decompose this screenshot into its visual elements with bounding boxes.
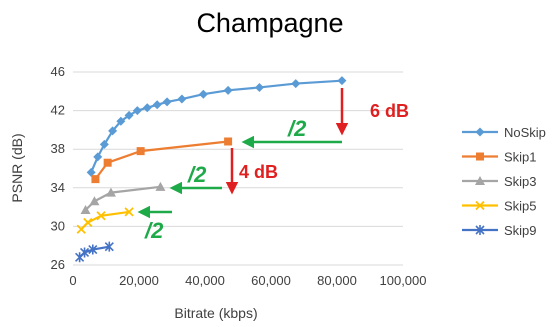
data-point-noskip	[162, 97, 172, 107]
legend-item-noskip: NoSkip	[462, 125, 546, 140]
series-line-noskip	[90, 79, 343, 173]
annotation-half-1: /2	[287, 116, 307, 141]
data-point-noskip	[124, 110, 134, 120]
x-axis-ticks: 0 20,000 40,000 60,000 80,000 100,000	[69, 273, 426, 288]
series-line-skip1	[94, 140, 229, 180]
data-point-skip9	[88, 244, 98, 255]
legend-label-skip1: Skip1	[504, 150, 537, 165]
annotation-half-2: /2	[187, 162, 207, 187]
legend-marker-skip9	[475, 225, 485, 235]
chart-title: Champagne	[196, 8, 343, 38]
legend-item-skip9: Skip9	[462, 223, 537, 238]
data-point-noskip	[337, 76, 347, 86]
series-skip5	[76, 207, 134, 234]
gridlines	[73, 71, 403, 266]
annotation-6db: 6 dB	[370, 101, 409, 121]
data-point-noskip	[142, 103, 152, 113]
data-point-skip3	[89, 196, 100, 206]
series-skip9	[75, 241, 114, 263]
y-tick-label: 42	[51, 103, 65, 118]
data-point-noskip	[116, 116, 126, 126]
data-point-skip9	[79, 247, 90, 258]
data-point-skip1	[103, 158, 112, 167]
data-point-skip5	[83, 217, 93, 228]
legend-label-skip3: Skip3	[504, 174, 537, 189]
legend-label-noskip: NoSkip	[504, 125, 546, 140]
y-tick-label: 34	[51, 180, 65, 195]
legend-marker-noskip	[475, 127, 485, 137]
data-point-noskip	[254, 82, 264, 92]
data-point-skip3	[80, 204, 91, 214]
series-skip3	[80, 181, 166, 214]
y-axis-label: PSNR (dB)	[9, 133, 25, 202]
annotations: 6 dB 4 dB /2 /2 /2	[137, 88, 409, 243]
series-noskip	[86, 76, 347, 177]
y-tick-label: 38	[51, 141, 65, 156]
x-axis-label: Bitrate (kbps)	[174, 305, 257, 321]
legend-marker-skip1	[476, 152, 484, 161]
data-point-skip1	[136, 147, 145, 156]
data-point-noskip	[152, 100, 162, 110]
series-skip1	[91, 137, 233, 184]
y-axis-ticks: 26 30 34 38 42 46	[51, 64, 65, 272]
data-point-skip1	[91, 175, 100, 184]
data-point-skip1	[224, 137, 233, 146]
data-point-skip3	[155, 181, 166, 191]
data-point-noskip	[86, 167, 96, 177]
data-point-skip9	[104, 241, 114, 252]
data-point-noskip	[223, 85, 233, 95]
legend-marker-skip3	[475, 176, 485, 185]
x-tick-label: 60,000	[251, 273, 291, 288]
x-tick-label: 100,000	[380, 273, 427, 288]
data-point-skip3	[105, 187, 116, 197]
x-tick-label: 80,000	[317, 273, 357, 288]
data-point-noskip	[198, 89, 208, 99]
legend: NoSkip Skip1 Skip3 Skip5 Skip9	[462, 125, 546, 238]
series-layer	[75, 76, 347, 263]
legend-marker-skip5	[475, 200, 485, 211]
legend-label-skip5: Skip5	[504, 199, 537, 214]
data-point-skip5	[124, 207, 134, 217]
data-point-noskip	[132, 106, 142, 116]
y-tick-label: 30	[51, 218, 65, 233]
legend-label-skip9: Skip9	[504, 223, 537, 238]
x-tick-label: 20,000	[119, 273, 159, 288]
data-point-noskip	[291, 79, 301, 89]
data-point-noskip	[108, 126, 118, 136]
data-point-skip5	[76, 224, 86, 234]
legend-item-skip3: Skip3	[462, 174, 537, 189]
y-tick-label: 26	[51, 257, 65, 272]
annotation-half-3: /2	[144, 218, 164, 243]
legend-item-skip5: Skip5	[462, 199, 537, 214]
y-tick-label: 46	[51, 64, 65, 79]
x-tick-label: 40,000	[185, 273, 225, 288]
x-tick-label: 0	[69, 273, 76, 288]
series-line-skip3	[84, 185, 161, 211]
data-point-noskip	[93, 152, 103, 162]
data-point-noskip	[177, 94, 187, 104]
data-point-skip5	[96, 211, 106, 221]
annotation-4db: 4 dB	[239, 162, 278, 182]
legend-item-skip1: Skip1	[462, 150, 537, 165]
data-point-noskip	[99, 139, 109, 149]
